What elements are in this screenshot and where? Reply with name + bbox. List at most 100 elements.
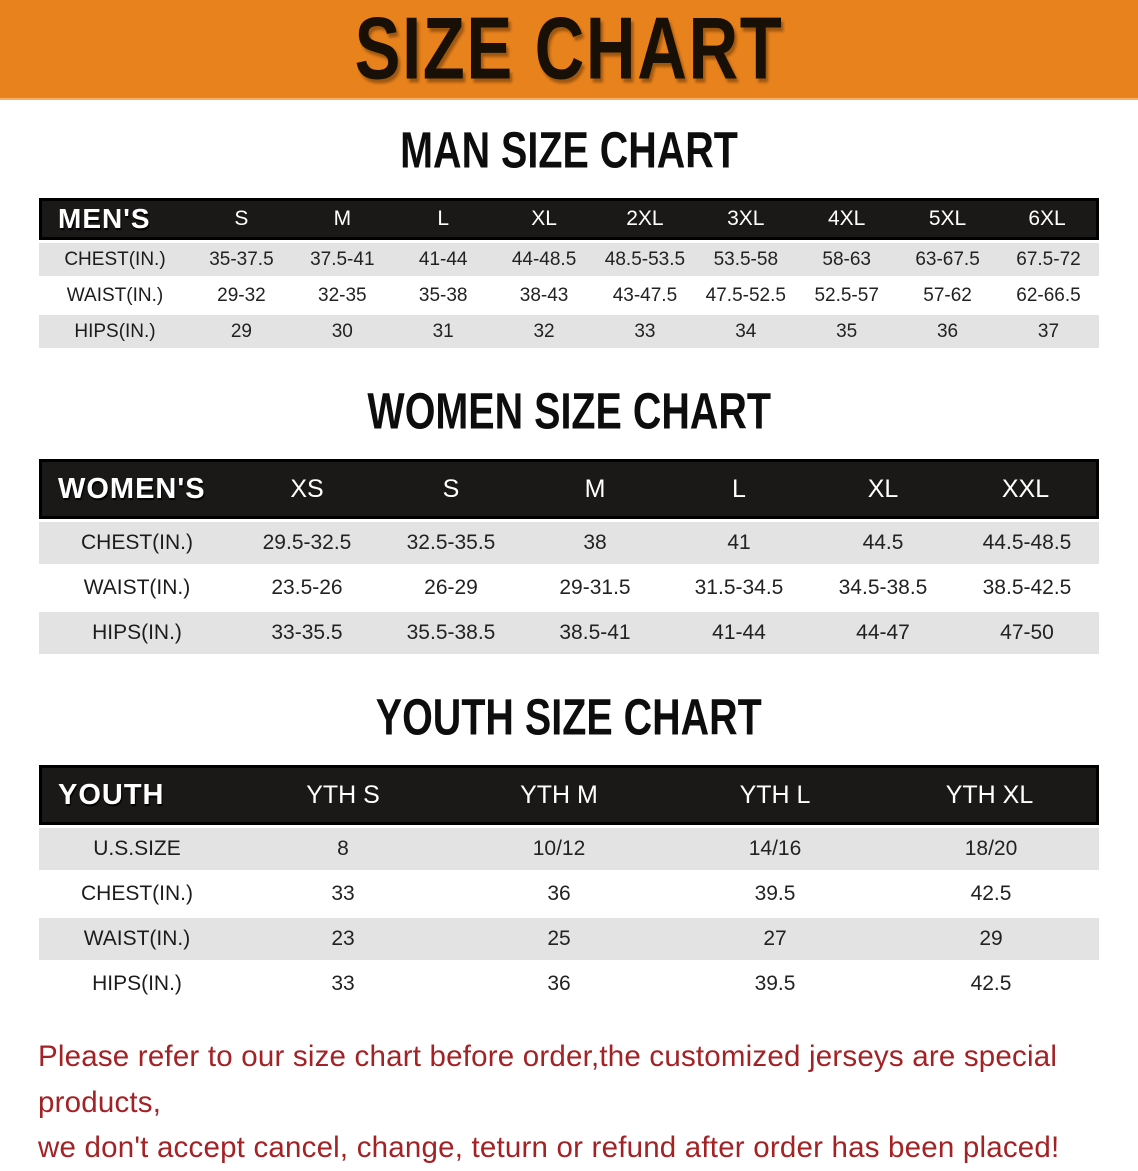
column-header: XXL	[955, 459, 1099, 519]
table-row: WAIST(IN.) 23.5-26 26-29 29-31.5 31.5-34.5 34…	[39, 567, 1099, 609]
women-size-table: WOMEN'S XS S M L XL XXL CHEST(IN.) 29.5-32.5 32.5…	[39, 456, 1099, 657]
column-header: M	[523, 459, 667, 519]
table-cell: 57-62	[897, 279, 998, 312]
table-corner-label: WOMEN'S	[39, 459, 235, 519]
row-label: HIPS(IN.)	[39, 315, 191, 348]
table-cell: 33	[235, 963, 451, 1005]
table-cell: 36	[451, 873, 667, 915]
column-header: 2XL	[594, 198, 696, 240]
table-cell: 32-35	[291, 279, 393, 312]
table-cell: 41-44	[667, 612, 811, 654]
row-label: CHEST(IN.)	[39, 522, 235, 564]
table-cell: 35-37.5	[191, 243, 292, 276]
table-cell: 52.5-57	[796, 279, 898, 312]
table-cell: 25	[451, 918, 667, 960]
table-cell: 33	[594, 315, 696, 348]
youth-section-heading: YOUTH SIZE CHART	[0, 691, 1138, 742]
table-row: HIPS(IN.) 33-35.5 35.5-38.5 38.5-41 41-44 44-…	[39, 612, 1099, 654]
row-label: WAIST(IN.)	[39, 918, 235, 960]
table-corner-label: YOUTH	[39, 765, 235, 825]
section-women: WOMEN SIZE CHART WOMEN'S XS S M L XL XXL CHEST(…	[0, 381, 1138, 657]
table-cell: 48.5-53.5	[594, 243, 696, 276]
disclaimer-text: Please refer to our size chart before or…	[38, 1034, 1100, 1171]
table-cell: 41-44	[392, 243, 494, 276]
table-cell: 30	[291, 315, 393, 348]
banner-title: SIZE CHART	[354, 0, 784, 98]
row-label: WAIST(IN.)	[39, 279, 191, 312]
table-cell: 53.5-58	[695, 243, 797, 276]
row-label: CHEST(IN.)	[39, 873, 235, 915]
table-cell: 27	[667, 918, 883, 960]
youth-size-table: YOUTH YTH S YTH M YTH L YTH XL U.S.SIZE 8 10/12…	[39, 762, 1099, 1008]
table-cell: 39.5	[667, 873, 883, 915]
row-label: CHEST(IN.)	[39, 243, 191, 276]
table-row: HIPS(IN.) 33 36 39.5 42.5	[39, 963, 1099, 1005]
table-cell: 31.5-34.5	[667, 567, 811, 609]
table-row: CHEST(IN.) 35-37.5 37.5-41 41-44 44-48.5 48.5…	[39, 243, 1099, 276]
table-cell: 29	[191, 315, 292, 348]
table-header-row: YOUTH YTH S YTH M YTH L YTH XL	[39, 765, 1099, 825]
row-label: HIPS(IN.)	[39, 612, 235, 654]
table-cell: 37	[998, 315, 1099, 348]
table-cell: 44.5	[811, 522, 955, 564]
table-cell: 26-29	[379, 567, 523, 609]
men-size-table: MEN'S S M L XL 2XL 3XL 4XL 5XL 6XL CHEST(IN.) 35-37…	[39, 195, 1099, 351]
table-cell: 29-31.5	[523, 567, 667, 609]
table-cell: 33-35.5	[235, 612, 379, 654]
column-header: 4XL	[796, 198, 898, 240]
men-section-heading-text: MAN SIZE CHART	[400, 120, 738, 179]
table-cell: 47.5-52.5	[695, 279, 797, 312]
column-header: 5XL	[897, 198, 998, 240]
column-header: XL	[493, 198, 595, 240]
table-cell: 44.5-48.5	[955, 522, 1099, 564]
table-cell: 36	[897, 315, 998, 348]
table-cell: 37.5-41	[291, 243, 393, 276]
table-cell: 67.5-72	[998, 243, 1099, 276]
table-corner-label: MEN'S	[39, 198, 191, 240]
table-header-row: MEN'S S M L XL 2XL 3XL 4XL 5XL 6XL	[39, 198, 1099, 240]
table-row: WAIST(IN.) 23 25 27 29	[39, 918, 1099, 960]
column-header: YTH S	[235, 765, 451, 825]
table-cell: 36	[451, 963, 667, 1005]
table-cell: 35	[796, 315, 898, 348]
table-cell: 38.5-41	[523, 612, 667, 654]
column-header: YTH M	[451, 765, 667, 825]
table-cell: 38	[523, 522, 667, 564]
table-cell: 10/12	[451, 828, 667, 870]
column-header: 6XL	[998, 198, 1099, 240]
women-section-heading: WOMEN SIZE CHART	[0, 381, 1138, 440]
table-cell: 42.5	[883, 873, 1099, 915]
section-youth: YOUTH SIZE CHART YOUTH YTH S YTH M YTH L YTH…	[0, 691, 1138, 1008]
table-cell: 29	[883, 918, 1099, 960]
column-header: YTH L	[667, 765, 883, 825]
table-row: HIPS(IN.) 29 30 31 32 33 34 35 36 37	[39, 315, 1099, 348]
column-header: YTH XL	[883, 765, 1099, 825]
disclaimer-line-2: we don't accept cancel, change, teturn o…	[38, 1131, 1060, 1165]
table-cell: 34	[695, 315, 797, 348]
table-cell: 63-67.5	[897, 243, 998, 276]
column-header: XL	[811, 459, 955, 519]
table-cell: 32.5-35.5	[379, 522, 523, 564]
table-cell: 35-38	[392, 279, 494, 312]
row-label: U.S.SIZE	[39, 828, 235, 870]
column-header: 3XL	[695, 198, 797, 240]
table-cell: 38.5-42.5	[955, 567, 1099, 609]
men-section-heading: MAN SIZE CHART	[0, 120, 1138, 179]
table-row: U.S.SIZE 8 10/12 14/16 18/20	[39, 828, 1099, 870]
table-cell: 29-32	[191, 279, 292, 312]
table-cell: 41	[667, 522, 811, 564]
size-chart-banner: SIZE CHART	[0, 0, 1138, 100]
table-row: CHEST(IN.) 29.5-32.5 32.5-35.5 38 41 44.5 44.5…	[39, 522, 1099, 564]
column-header: M	[291, 198, 393, 240]
column-header: XS	[235, 459, 379, 519]
table-cell: 38-43	[493, 279, 595, 312]
table-cell: 34.5-38.5	[811, 567, 955, 609]
table-cell: 14/16	[667, 828, 883, 870]
table-cell: 31	[392, 315, 494, 348]
table-cell: 44-47	[811, 612, 955, 654]
table-row: CHEST(IN.) 33 36 39.5 42.5	[39, 873, 1099, 915]
column-header: L	[667, 459, 811, 519]
disclaimer-line-1: Please refer to our size chart before or…	[38, 1040, 1058, 1119]
table-cell: 32	[493, 315, 595, 348]
women-section-heading-text: WOMEN SIZE CHART	[367, 381, 771, 440]
